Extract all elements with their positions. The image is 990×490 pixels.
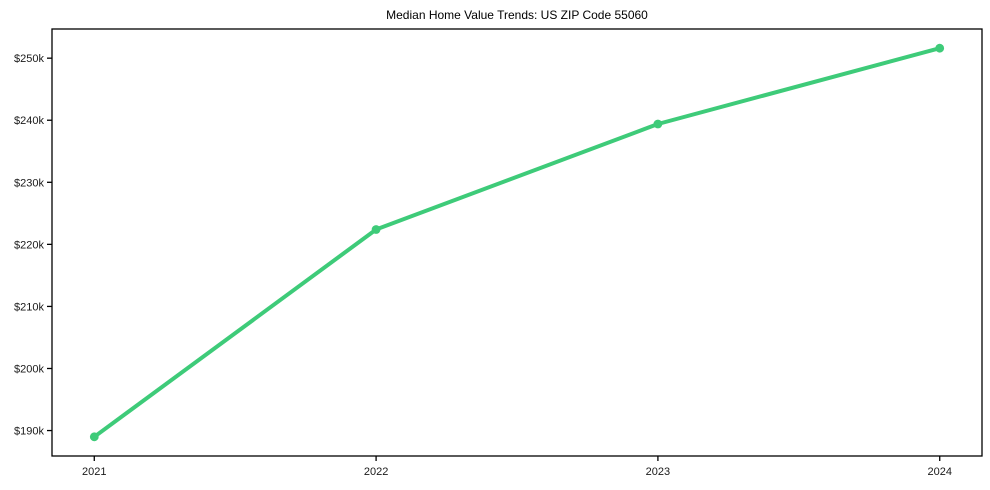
x-axis-tick-label: 2021 — [82, 466, 106, 478]
data-point-marker — [89, 432, 99, 442]
plot-frame — [51, 28, 983, 457]
data-point-marker — [371, 225, 381, 234]
x-axis-tick-label: 2023 — [646, 466, 670, 478]
y-axis-tick-label: $230k — [14, 177, 44, 189]
y-axis-tick-label: $220k — [14, 239, 44, 251]
chart-title: Median Home Value Trends: US ZIP Code 55… — [386, 8, 648, 22]
data-point-marker — [653, 119, 663, 129]
x-axis-tick-label: 2024 — [927, 466, 951, 478]
trend-line — [92, 46, 942, 439]
y-axis-tick-label: $240k — [14, 115, 44, 127]
y-axis-tick-label: $210k — [14, 301, 44, 313]
y-axis-tick-label: $190k — [14, 426, 44, 438]
y-axis-tick-label: $200k — [14, 363, 44, 375]
data-point-marker — [935, 43, 945, 53]
y-axis-tick-label: $250k — [14, 53, 44, 65]
x-axis-tick-label: 2022 — [364, 466, 388, 478]
